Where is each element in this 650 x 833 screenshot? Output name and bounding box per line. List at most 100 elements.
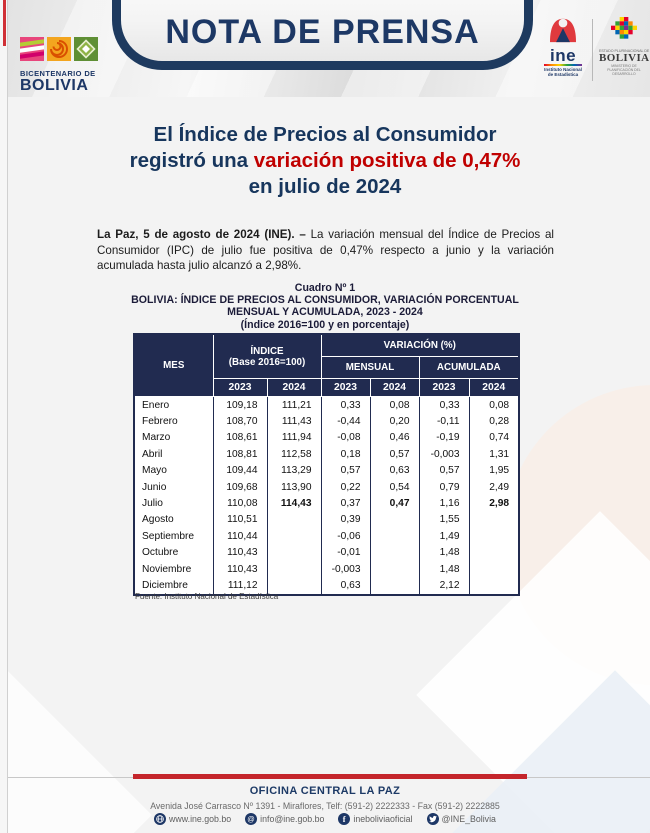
value-cell: 0,79	[418, 478, 470, 496]
intro-lead: La Paz, 5 de agosto de 2024 (INE). –	[97, 228, 306, 241]
value-cell	[468, 511, 520, 529]
website-link[interactable]: www.ine.gob.bo	[154, 813, 231, 825]
chakana-icon	[74, 37, 98, 66]
bicentenario-label-bottom: BOLIVIA	[20, 77, 89, 94]
value-cell	[468, 577, 520, 595]
value-cell	[369, 577, 420, 595]
rainbow-bar	[544, 64, 582, 66]
value-cell: 2,98	[468, 495, 520, 512]
value-cell: -0,08	[320, 429, 371, 447]
value-cell: 110,43	[212, 560, 268, 578]
ipc-table: MES ÍNDICE (Base 2016=100) VARIACIÓN (%)…	[133, 333, 521, 596]
value-cell: 0,22	[320, 478, 371, 496]
value-cell: 0,63	[320, 577, 371, 595]
intro-paragraph: La Paz, 5 de agosto de 2024 (INE). – La …	[97, 227, 554, 274]
month-cell: Junio	[133, 478, 214, 496]
table-row: Enero 109,18 111,21 0,33 0,08 0,33 0,08	[133, 396, 520, 414]
svg-text:@: @	[247, 814, 255, 823]
value-cell: 0,54	[369, 478, 420, 496]
value-cell: 111,43	[266, 413, 322, 430]
value-cell: -0,19	[418, 429, 470, 447]
email-text: info@ine.gob.bo	[260, 814, 325, 824]
value-cell: 110,44	[212, 528, 268, 545]
title-line-3: en julio de 2024	[248, 175, 402, 198]
header-indice: ÍNDICE (Base 2016=100)	[212, 333, 322, 379]
footer-links: www.ine.gob.bo @ info@ine.gob.bo f inebo…	[0, 813, 650, 825]
ine-logo: ine Instituto Nacional de Estadística	[540, 17, 586, 77]
value-cell: 0,63	[369, 462, 420, 479]
twitter-text: @INE_Bolivia	[441, 814, 496, 824]
value-cell: -0,11	[418, 413, 470, 430]
banner-title: NOTA DE PRENSA	[165, 13, 480, 51]
value-cell: 109,44	[212, 462, 268, 479]
table-row: Mayo 109,44 113,29 0,57 0,63 0,57 1,95	[133, 462, 520, 479]
table-source: Fuente: Instituto Nacional de Estadístic…	[135, 592, 279, 601]
header-year: 2024	[369, 378, 420, 397]
value-cell: -0,06	[320, 528, 371, 545]
month-cell: Septiembre	[133, 528, 214, 545]
value-cell: -0,01	[320, 544, 371, 561]
ipc-table-wrapper: MES ÍNDICE (Base 2016=100) VARIACIÓN (%)…	[133, 333, 521, 596]
month-cell: Agosto	[133, 511, 214, 529]
value-cell: -0,003	[418, 446, 470, 463]
table-row: Marzo 108,61 111,94 -0,08 0,46 -0,19 0,74	[133, 429, 520, 447]
value-cell: 109,68	[212, 478, 268, 496]
spiral-icon	[47, 37, 71, 66]
month-cell: Febrero	[133, 413, 214, 430]
flag-stripes-icon	[17, 37, 47, 66]
value-cell	[266, 511, 322, 529]
header-year: 2023	[320, 378, 371, 397]
header-year: 2024	[266, 378, 322, 397]
value-cell: 0,28	[468, 413, 520, 430]
value-cell: -0,003	[320, 560, 371, 578]
bolivia-ministry-logo: ESTADO PLURINACIONAL DE BOLIVIA MINISTER…	[599, 17, 649, 76]
title-line-1: El Índice de Precios al Consumidor	[153, 123, 497, 146]
press-banner: NOTA DE PRENSA	[112, 0, 533, 70]
institution-logos: ine Instituto Nacional de Estadística ES…	[540, 17, 649, 81]
value-cell	[369, 528, 420, 545]
table-row: Julio 110,08 114,43 0,37 0,47 1,16 2,98	[133, 495, 520, 512]
title-line-2: registró una variación positiva de 0,47%	[0, 148, 650, 174]
header-year: 2023	[418, 378, 470, 397]
table-row: Junio 109,68 113,90 0,22 0,54 0,79 2,49	[133, 478, 520, 496]
header-mensual: MENSUAL	[320, 356, 420, 379]
bicentenario-icons	[17, 37, 130, 66]
value-cell: 0,57	[320, 462, 371, 479]
table-row: Septiembre 110,44 -0,06 1,49	[133, 528, 520, 545]
value-cell: 0,18	[320, 446, 371, 463]
value-cell: 0,08	[369, 396, 420, 414]
twitter-link[interactable]: @INE_Bolivia	[426, 813, 496, 825]
value-cell: 1,48	[418, 560, 470, 578]
table-row: Agosto 110,51 0,39 1,55	[133, 511, 520, 529]
facebook-link[interactable]: f ineboliviaoficial	[338, 813, 413, 825]
value-cell	[369, 511, 420, 529]
table-row: Abril 108,81 112,58 0,18 0,57 -0,003 1,31	[133, 446, 520, 463]
value-cell: 1,48	[418, 544, 470, 561]
bolivia-label-sub1: MINISTERIO DE	[611, 64, 637, 68]
table-row: Octubre 110,43 -0,01 1,48	[133, 544, 520, 561]
bicentenario-label-top: BICENTENARIO DE	[20, 69, 96, 78]
value-cell: 1,31	[468, 446, 520, 463]
facebook-icon: f	[338, 813, 351, 825]
twitter-icon	[426, 813, 439, 825]
value-cell: 111,21	[266, 396, 322, 414]
email-link[interactable]: @ info@ine.gob.bo	[245, 813, 324, 825]
ine-subtitle-2: de Estadística	[547, 72, 579, 77]
title-line-2-prefix: registró una	[129, 149, 249, 172]
table-caption-number: Cuadro Nº 1	[294, 282, 356, 294]
value-cell: 0,39	[320, 511, 371, 529]
month-cell: Marzo	[133, 429, 214, 447]
value-cell: 0,47	[369, 495, 420, 512]
email-icon: @	[245, 813, 258, 825]
table-captions: Cuadro Nº 1 BOLIVIA: ÍNDICE DE PRECIOS A…	[0, 282, 650, 331]
value-cell: 0,46	[369, 429, 420, 447]
globe-icon	[154, 813, 167, 825]
bicentenario-logo: BICENTENARIO DE BOLIVIA	[17, 37, 130, 94]
value-cell: 109,18	[212, 396, 268, 414]
table-header: MES ÍNDICE (Base 2016=100) VARIACIÓN (%)…	[133, 333, 520, 397]
ine-mountain-icon	[545, 18, 581, 47]
value-cell: 108,70	[212, 413, 268, 430]
ine-subtitle-1: Instituto Nacional	[544, 67, 582, 72]
value-cell	[369, 560, 420, 578]
